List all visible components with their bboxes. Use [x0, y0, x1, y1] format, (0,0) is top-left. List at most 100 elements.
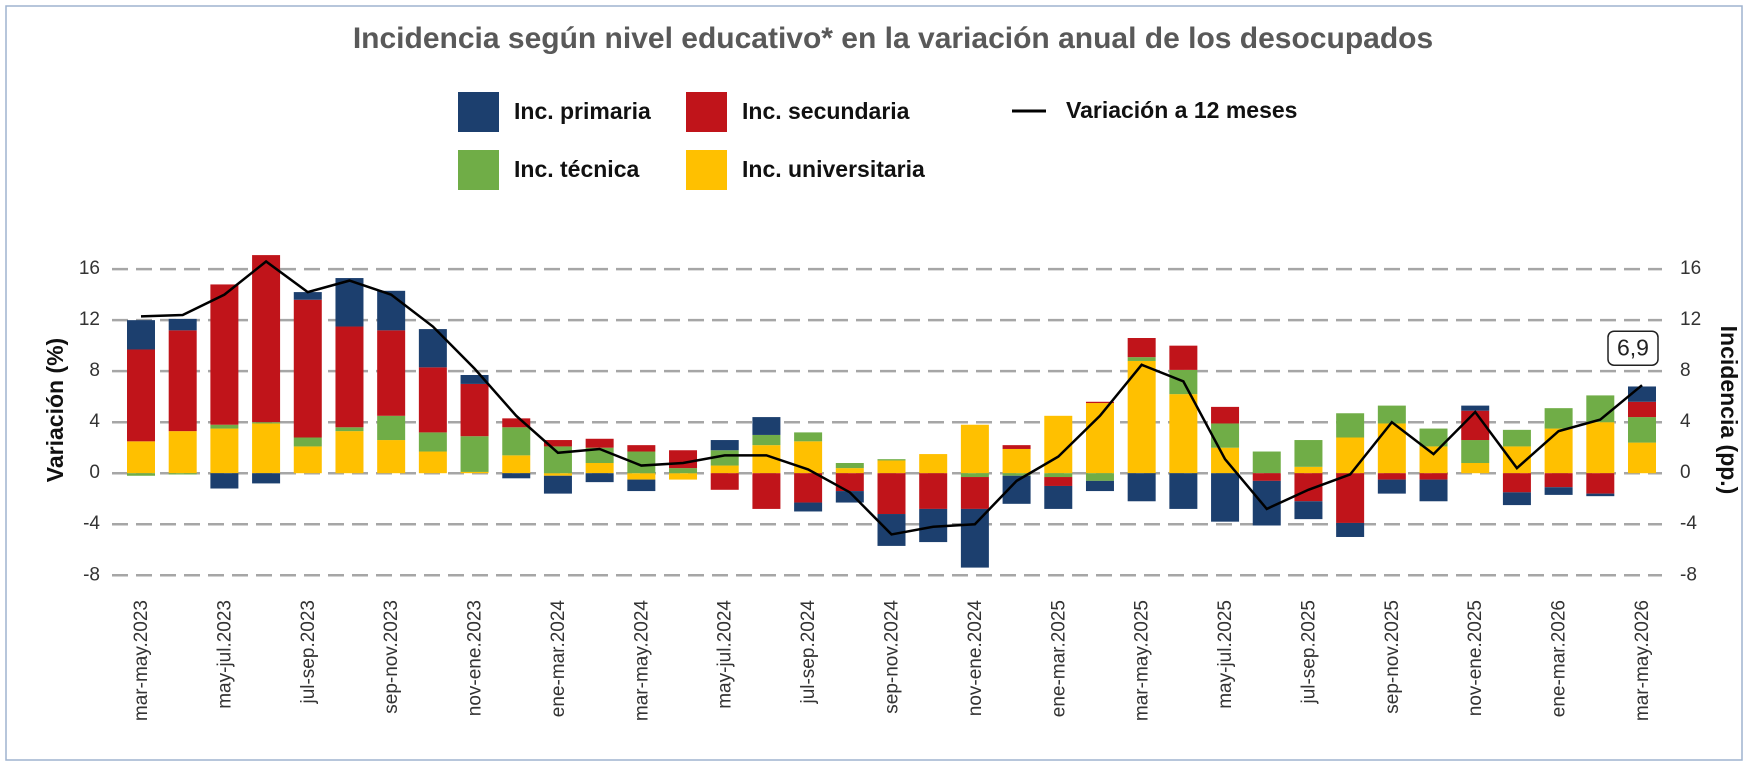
bar-segment [1461, 463, 1490, 474]
y2-tick-label: 12 [1680, 309, 1701, 330]
bar-segment [335, 326, 364, 428]
bar-segment [1294, 501, 1323, 520]
bar-segment [293, 299, 322, 438]
x-tick-label: nov-ene.2023 [465, 600, 486, 716]
bar-segment [835, 468, 864, 474]
bar-segment [543, 473, 572, 476]
bar-segment [210, 473, 239, 489]
bar-segment [1336, 522, 1365, 537]
bar-segment [627, 445, 656, 452]
bar-segment [1211, 406, 1240, 424]
bar-segment [127, 349, 155, 442]
x-tick-label: sep-nov.2024 [882, 600, 903, 714]
bar-segment [835, 463, 864, 469]
legend-swatch [458, 92, 499, 132]
bar-segment [710, 450, 739, 466]
bar-segment [1085, 403, 1114, 474]
y-tick-label: 16 [79, 258, 100, 279]
annotation-box [1607, 330, 1659, 366]
bar-segment [335, 427, 364, 432]
bar-segment [1586, 493, 1615, 497]
y-tick-label: 4 [89, 411, 100, 432]
bar-segment [168, 318, 197, 331]
legend-label: Inc. técnica [514, 156, 639, 182]
bar-segment [627, 473, 656, 480]
bar-segment [1085, 401, 1114, 404]
y2-tick-label: 8 [1680, 360, 1691, 381]
bar-segment [585, 438, 614, 448]
bar-segment [1211, 473, 1240, 522]
annotation: 6,9 [1617, 334, 1649, 360]
bar-segment [1002, 445, 1031, 449]
bar-segment [502, 418, 531, 428]
bar-segment [919, 454, 948, 474]
x-tick-label: mar-may.2024 [631, 600, 652, 722]
bar-segment [710, 473, 739, 490]
bar-segment [960, 424, 989, 474]
bar-segment [1294, 440, 1323, 467]
y-tick-label: -4 [83, 513, 100, 534]
bar-segment [1419, 428, 1448, 447]
bar-segment [377, 290, 406, 331]
bar-segment [960, 473, 989, 478]
bar-segment [752, 434, 781, 446]
bar-segment [794, 432, 823, 442]
bar-segment [1336, 413, 1365, 438]
bar-segment [710, 465, 739, 474]
bar-segment [1336, 437, 1365, 474]
legend-label: Variación a 12 meses [1066, 97, 1297, 123]
x-tick-label: nov-ene.2025 [1465, 600, 1486, 716]
bar-segment [460, 436, 489, 472]
bar-segment [1377, 423, 1406, 474]
bar-segment [835, 473, 864, 492]
bar-segment [1377, 473, 1406, 480]
x-tick-label: may-jul.2024 [715, 600, 736, 709]
y2-tick-label: -8 [1680, 564, 1697, 585]
bar-segment [418, 432, 447, 452]
line [140, 259, 1643, 536]
y2-tick-label: 4 [1680, 411, 1691, 432]
bar-segment [627, 479, 656, 492]
bar-segment [669, 450, 698, 469]
bar-segment [1044, 415, 1073, 474]
bar-segment [1502, 492, 1531, 506]
x-tick-label: mar-may.2023 [131, 600, 152, 721]
bar-segment [335, 431, 364, 474]
x-tick-label: ene-mar.2024 [548, 600, 569, 718]
x-tick-label: mar-may.2026 [1632, 600, 1653, 721]
legend-swatch [686, 92, 727, 132]
bar-segment [460, 374, 489, 384]
x-tick-label: sep-nov.2023 [381, 600, 402, 714]
bar-segment [377, 330, 406, 416]
bar-segment [794, 502, 823, 512]
bar-segment [502, 427, 531, 456]
legend-swatch [458, 150, 499, 190]
bar-segment [418, 367, 447, 433]
bar-segment [1002, 473, 1031, 476]
x-tick-label: jul-sep.2024 [798, 600, 819, 705]
bar-segment [1419, 446, 1448, 474]
bar-segment [1628, 442, 1656, 474]
bar-segment [127, 320, 155, 350]
bar-segment [1544, 473, 1573, 488]
x-tick-label: sep-nov.2025 [1382, 600, 1403, 714]
bar-segment [669, 468, 698, 474]
bar-segment [1169, 473, 1198, 509]
bar-segment [1502, 473, 1531, 493]
x-tick-label: may-jul.2023 [214, 600, 235, 709]
bar-segment [252, 422, 281, 424]
x-tick-label: may-jul.2025 [1215, 600, 1236, 709]
bar-segment [1544, 487, 1573, 495]
bar-segment [1502, 429, 1531, 447]
x-tick-label: mar-may.2025 [1132, 600, 1153, 721]
bar-segment [1252, 480, 1281, 526]
bar-segment [210, 424, 239, 429]
bar-segment [1419, 473, 1448, 480]
bar-segment [502, 455, 531, 474]
bar-segment [1461, 440, 1490, 464]
bar-segment [1377, 405, 1406, 424]
bar-segment [835, 491, 864, 503]
bar-segment [252, 423, 281, 474]
bar-segment [168, 473, 197, 475]
